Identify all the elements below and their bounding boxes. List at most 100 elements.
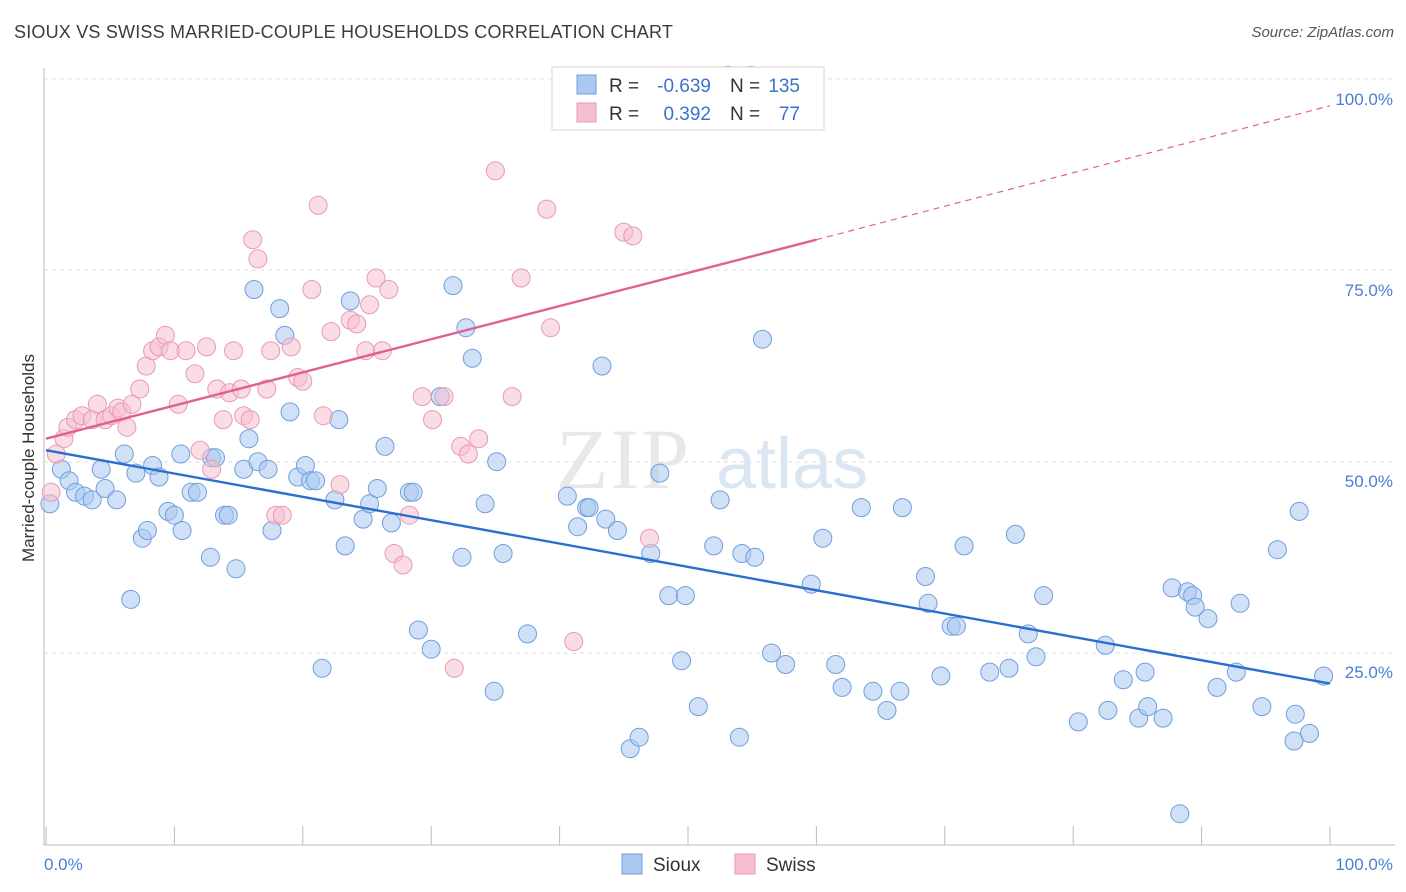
swiss-point — [202, 459, 222, 479]
y-tick-label-100: 100.0% — [1335, 90, 1393, 109]
watermark-atlas: atlas — [716, 424, 868, 504]
legend-bottom-label-swiss: Swiss — [766, 855, 816, 876]
sioux-point — [270, 299, 290, 319]
sioux-point — [1026, 647, 1046, 667]
sioux-point — [1300, 723, 1319, 743]
sioux-point — [607, 521, 627, 540]
sioux-point — [650, 463, 670, 483]
gridlines — [44, 78, 1395, 654]
sioux-point — [121, 589, 141, 609]
sioux-point — [688, 697, 708, 717]
sioux-point — [729, 727, 749, 747]
swiss-point — [511, 268, 531, 288]
swiss-point — [272, 505, 292, 525]
sioux-point — [1005, 524, 1025, 544]
legend-bottom-swatch-sioux — [621, 853, 643, 875]
sioux-point — [1252, 697, 1272, 717]
legend-box — [551, 66, 825, 131]
correlation-legend: R = -0.639 N = 135 R = 0.392 N = 77 — [551, 66, 825, 131]
sioux-point — [218, 505, 238, 525]
sioux-point — [931, 666, 951, 686]
sioux-point — [980, 662, 1000, 682]
sioux-point — [710, 490, 730, 510]
sioux-point — [675, 586, 695, 606]
sioux-point — [832, 677, 852, 697]
swiss-point — [458, 444, 478, 464]
sioux-point — [462, 348, 482, 368]
sioux-point — [1267, 540, 1287, 560]
sioux-point — [172, 521, 192, 540]
sioux-point — [82, 490, 102, 510]
x-tick-label-0: 0.0% — [44, 855, 83, 874]
y-tick-label-50: 50.0% — [1345, 472, 1393, 491]
swiss-point — [379, 280, 399, 299]
swiss-point — [330, 475, 350, 495]
legend-r-value-2: 0.392 — [663, 104, 711, 125]
series-legend: Sioux Swiss — [621, 853, 816, 876]
sioux-point — [1068, 712, 1088, 732]
sioux-point — [579, 498, 599, 518]
sioux-point — [239, 429, 259, 449]
swiss-point — [122, 394, 142, 414]
sioux-point — [258, 459, 278, 479]
legend-swatch-sioux — [576, 74, 597, 95]
swiss-point — [248, 249, 268, 269]
swiss-point — [502, 387, 522, 407]
sioux-point — [171, 444, 191, 464]
swiss-point — [623, 226, 643, 246]
sioux-point — [164, 505, 184, 525]
sioux-point — [487, 452, 507, 472]
trend-lines — [45, 105, 1331, 685]
legend-swatch-swiss — [576, 102, 597, 123]
sioux-point — [475, 494, 495, 514]
sioux-point — [1185, 597, 1205, 617]
sioux-point — [1135, 662, 1155, 682]
watermark: ZIP atlas — [556, 411, 868, 507]
sioux-point — [596, 509, 616, 529]
sioux-point — [863, 681, 883, 701]
source-label: Source: ZipAtlas.com — [1251, 24, 1394, 41]
swiss-point — [360, 295, 380, 315]
legend-n-value-2: 77 — [779, 104, 800, 125]
sioux-point — [1153, 708, 1173, 728]
sioux-point — [126, 463, 146, 483]
sioux-point — [1289, 501, 1309, 521]
sioux-point — [1284, 731, 1304, 751]
sioux-point — [592, 356, 612, 376]
swiss-point — [485, 161, 505, 181]
swiss-point — [281, 337, 301, 357]
sioux-point — [107, 490, 127, 510]
sioux-point — [114, 444, 134, 464]
x-tick-label-100: 100.0% — [1335, 855, 1393, 874]
sioux-points — [40, 276, 1334, 824]
sioux-point — [954, 536, 974, 556]
swiss-point — [224, 341, 243, 361]
legend-r-label-2: R = — [609, 104, 639, 125]
sioux-point — [672, 651, 692, 671]
sioux-point — [1138, 697, 1158, 717]
legend-r-value-1: -0.639 — [657, 76, 711, 97]
sioux-point — [999, 658, 1019, 678]
swiss-point — [240, 410, 260, 430]
swiss-point — [537, 199, 557, 219]
swiss-point — [444, 658, 464, 678]
swiss-point — [434, 387, 454, 407]
swiss-point — [243, 230, 263, 250]
y-tick-label-75: 75.0% — [1345, 281, 1393, 300]
sioux-point — [659, 586, 679, 606]
chart-title: SIOUX VS SWISS MARRIED-COUPLE HOUSEHOLDS… — [14, 22, 674, 42]
swiss-point — [541, 318, 561, 338]
sioux-point — [1207, 677, 1227, 697]
sioux-point — [518, 624, 537, 644]
sioux-point — [892, 498, 912, 518]
swiss-point — [366, 268, 386, 288]
sioux-point — [877, 700, 897, 720]
y-axis-label: Married-couple Households — [19, 354, 38, 562]
legend-bottom-label-sioux: Sioux — [653, 855, 701, 876]
legend-n-label-1: N = — [730, 76, 760, 97]
sioux-point — [1285, 704, 1305, 724]
sioux-point — [1098, 700, 1118, 720]
swiss-point — [185, 364, 205, 384]
swiss-points — [41, 65, 761, 678]
